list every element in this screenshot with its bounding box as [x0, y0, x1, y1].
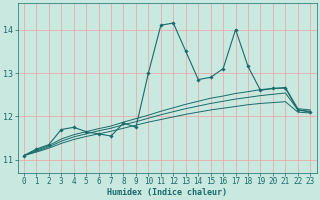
X-axis label: Humidex (Indice chaleur): Humidex (Indice chaleur) [107, 188, 227, 197]
